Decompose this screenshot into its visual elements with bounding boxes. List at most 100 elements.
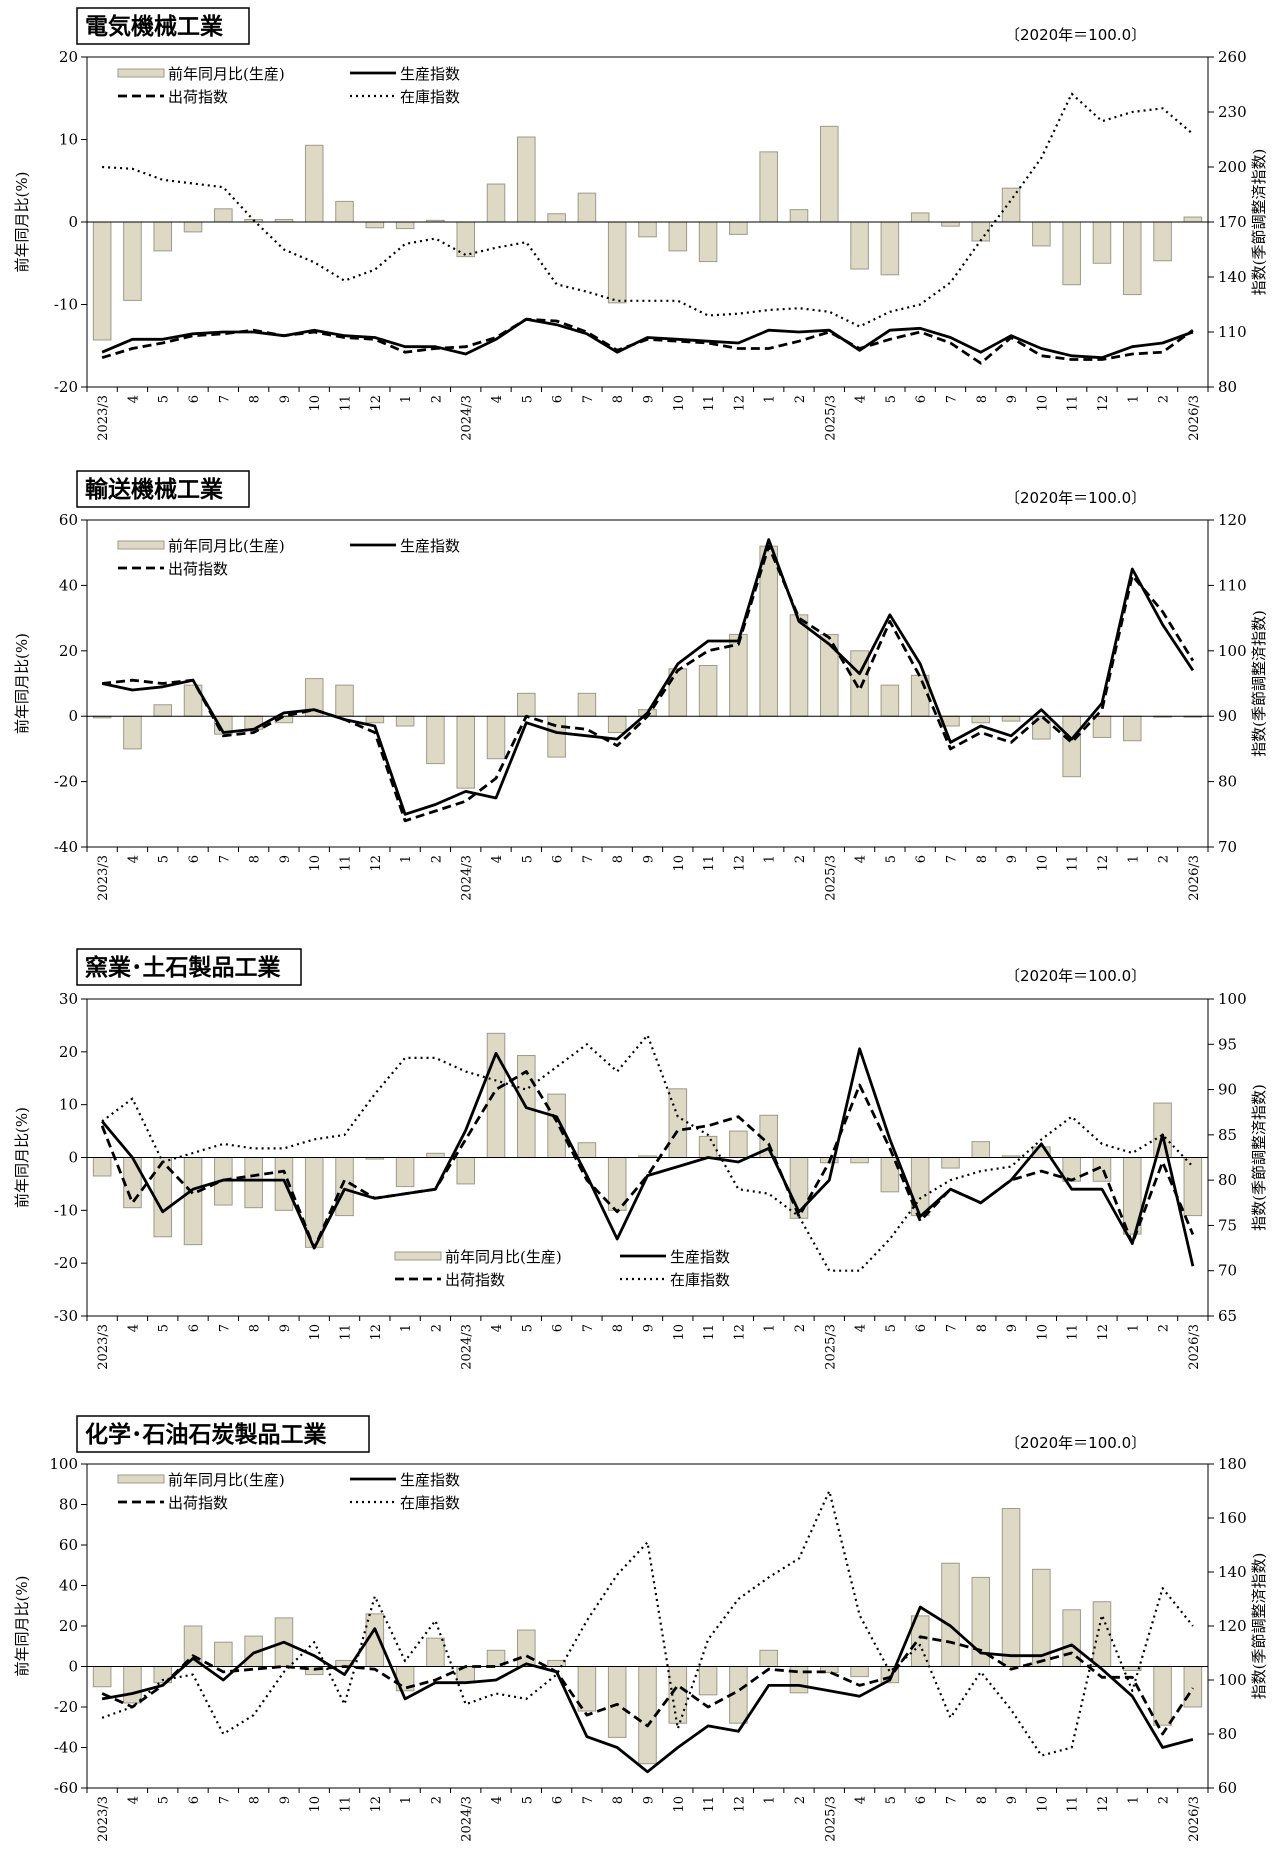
series-line-solid — [101, 1605, 1194, 1774]
chart-title: 窯業･土石製品工業 — [85, 954, 282, 981]
x-tick-label: 1 — [399, 395, 414, 403]
legend-label: 生産指数 — [670, 1248, 730, 1266]
right-tick-label: 110 — [1218, 323, 1247, 341]
x-tick-label: 11 — [702, 395, 717, 412]
series-line-solid — [101, 1047, 1195, 1267]
legend-label: 出荷指数 — [168, 1494, 228, 1512]
left-tick-label: 10 — [59, 131, 78, 149]
yoy-bar — [1183, 1666, 1203, 1708]
right-axis-title: 指数(季節調整済指数) — [1250, 149, 1268, 296]
x-tick-label: 5 — [157, 1796, 172, 1804]
x-tick-label: 2 — [1157, 855, 1172, 863]
x-tick-label: 8 — [975, 395, 990, 403]
x-tick-label: 8 — [248, 395, 263, 403]
x-tick-label: 4 — [854, 1796, 869, 1804]
x-tick-label: 4 — [854, 1324, 869, 1332]
yoy-bar — [1092, 221, 1112, 264]
x-tick-label: 5 — [884, 855, 899, 863]
yoy-bar — [123, 1157, 142, 1209]
yoy-bar — [92, 1666, 112, 1688]
legend-label: 前年同月比(生産) — [168, 65, 285, 83]
yoy-bar — [729, 221, 748, 235]
left-axis-title: 前年同月比(%) — [13, 633, 31, 734]
yoy-bar — [1032, 1568, 1051, 1668]
x-tick-label: 4 — [126, 395, 141, 403]
x-tick-label: 6 — [914, 1324, 929, 1332]
left-tick-label: -40 — [54, 1739, 78, 1757]
x-tick-label: 5 — [157, 1324, 172, 1332]
x-tick-label: 10 — [1035, 1324, 1050, 1341]
x-tick-label: 2024/3 — [460, 855, 475, 901]
x-tick-label: 2026/3 — [1187, 1796, 1202, 1842]
x-tick-label: 2024/3 — [460, 395, 475, 441]
chart-title: 電気機械工業 — [85, 13, 224, 40]
x-tick-label: 4 — [126, 1324, 141, 1332]
series-line-dashed — [101, 317, 1194, 365]
x-tick-label: 7 — [581, 395, 596, 403]
left-tick-label: -20 — [54, 1698, 78, 1716]
x-tick-label: 4 — [854, 395, 869, 403]
x-tick-label: 6 — [914, 855, 929, 863]
x-tick-label: 6 — [551, 1796, 566, 1804]
yoy-bar — [153, 221, 173, 252]
yoy-bar — [577, 1142, 597, 1158]
unit-note: 〔2020年＝100.0〕 — [1005, 489, 1146, 507]
x-tick-label: 2023/3 — [96, 1796, 111, 1842]
right-tick-label: 70 — [1218, 1262, 1237, 1280]
yoy-bar — [153, 704, 173, 717]
x-tick-label: 8 — [975, 1796, 990, 1804]
x-tick-label: 9 — [278, 855, 293, 863]
yoy-bar — [971, 1141, 991, 1159]
x-tick-label: 1 — [1126, 1324, 1141, 1332]
x-tick-label: 10 — [308, 1324, 323, 1341]
x-tick-label: 11 — [1066, 1796, 1081, 1813]
x-tick-label: 2 — [429, 1324, 444, 1332]
yoy-bar — [123, 715, 142, 750]
x-tick-label: 12 — [1096, 855, 1111, 872]
x-tick-label: 6 — [187, 395, 202, 403]
legend-label: 在庫指数 — [400, 1494, 460, 1512]
x-tick-label: 7 — [944, 855, 959, 863]
left-axis-title: 前年同月比(%) — [13, 172, 31, 273]
x-tick-label: 2026/3 — [1187, 1324, 1202, 1370]
left-tick-label: 0 — [68, 213, 78, 231]
yoy-bar — [547, 715, 566, 758]
yoy-bar — [335, 200, 354, 223]
right-tick-label: 140 — [1218, 1563, 1247, 1581]
yoy-bar — [759, 151, 778, 223]
yoy-bar — [759, 1649, 778, 1668]
yoy-bar — [1153, 1102, 1172, 1158]
yoy-bar — [850, 221, 869, 270]
x-tick-label: 10 — [1035, 855, 1050, 872]
left-tick-label: 20 — [59, 642, 78, 660]
legend-label: 生産指数 — [400, 537, 460, 555]
yoy-bar — [517, 1629, 536, 1668]
x-tick-label: 2025/3 — [823, 1796, 838, 1842]
x-tick-label: 5 — [157, 395, 172, 403]
x-tick-label: 1 — [763, 855, 778, 863]
x-tick-label: 2025/3 — [823, 855, 838, 901]
chart-panel-3: 窯業･土石製品工業 〔2020年＝100.0〕-30-20-10010203065… — [13, 948, 1268, 1370]
x-tick-label: 7 — [581, 855, 596, 863]
left-tick-label: 40 — [59, 1577, 78, 1595]
legend-swatch-bar — [117, 68, 165, 78]
yoy-bar — [577, 692, 597, 717]
x-tick-label: 4 — [126, 855, 141, 863]
x-tick-label: 5 — [884, 395, 899, 403]
x-tick-label: 2026/3 — [1187, 855, 1202, 901]
x-tick-label: 1 — [763, 395, 778, 403]
x-tick-label: 6 — [551, 1324, 566, 1332]
yoy-bar — [850, 1666, 869, 1678]
yoy-bar — [214, 208, 233, 223]
left-tick-label: 60 — [59, 511, 78, 529]
x-tick-label: 5 — [884, 1796, 899, 1804]
right-tick-label: 90 — [1218, 707, 1237, 725]
yoy-bar — [1122, 715, 1142, 742]
x-tick-label: 7 — [944, 395, 959, 403]
yoy-bar — [577, 192, 597, 223]
yoy-bar — [850, 1157, 869, 1164]
yoy-bar — [395, 1157, 415, 1188]
unit-note: 〔2020年＝100.0〕 — [1005, 26, 1146, 44]
chart-title-box — [76, 470, 250, 508]
x-tick-label: 4 — [490, 1796, 505, 1804]
